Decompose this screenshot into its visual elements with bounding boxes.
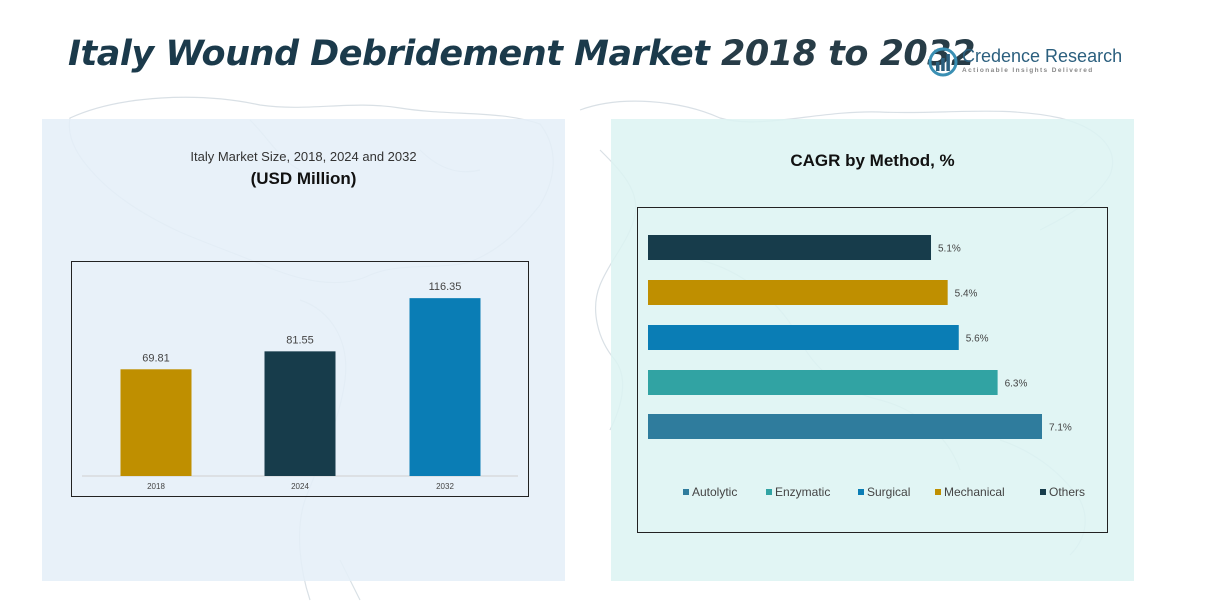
bar-value-label-2024: 81.55 (286, 334, 314, 346)
logo-name: Credence Research (962, 46, 1123, 66)
market-size-panel: Italy Market Size, 2018, 2024 and 2032 (… (42, 119, 565, 581)
bar-value-label-2018: 69.81 (142, 352, 170, 364)
bar-value-label-2032: 116.35 (429, 281, 462, 293)
bar-value-label-enzymatic: 6.3% (1005, 379, 1028, 390)
bar-2018 (120, 369, 192, 476)
bar-value-label-autolytic: 7.1% (1049, 423, 1072, 434)
logo-tagline: Actionable Insights Delivered (962, 67, 1094, 74)
market-size-chart-title: Italy Market Size, 2018, 2024 and 2032 (190, 149, 417, 164)
bar-value-label-surgical: 5.6% (966, 334, 989, 345)
page-title: Italy Wound Debridement Market 2018 to 2… (68, 34, 975, 74)
market-size-chart-unit: (USD Million) (250, 169, 357, 188)
bar-value-label-mechanical: 5.4% (955, 289, 978, 300)
cagr-chart-title: CAGR by Method, % (790, 151, 955, 170)
legend-label-surgical: Surgical (867, 485, 910, 499)
x-tick-label-2032: 2032 (436, 482, 454, 491)
bar-others (648, 235, 932, 260)
cagr-bar-chart: 5.1% 5.4% 5.6% 6.3% 7.1% Autolytic Enzymatic Su… (648, 235, 1085, 499)
bar-enzymatic (648, 370, 998, 395)
legend-label-others: Others (1049, 485, 1085, 499)
cagr-panel: CAGR by Method, % 5.1% 5.4% 5.6% 6.3% 7.1% Au… (611, 119, 1134, 581)
cagr-chart-frame: 5.1% 5.4% 5.6% 6.3% 7.1% Autolytic Enzymatic Su… (637, 207, 1108, 533)
x-tick-label-2018: 2018 (147, 482, 165, 491)
bar-2032 (409, 298, 481, 476)
bar-autolytic (648, 414, 1042, 439)
bar-2024 (264, 351, 336, 476)
legend-swatch-enzymatic (766, 489, 772, 495)
legend-swatch-autolytic (683, 489, 689, 495)
market-size-bar-chart: 69.81 2018 81.55 2024 116.35 2032 (82, 281, 518, 491)
credence-research-logo: Credence Research Actionable Insights De… (928, 44, 1122, 80)
bar-value-label-others: 5.1% (938, 244, 961, 255)
bar-surgical (648, 325, 959, 350)
x-tick-label-2024: 2024 (291, 482, 309, 491)
logo-mark-icon (928, 47, 958, 77)
legend-swatch-surgical (858, 489, 864, 495)
legend-swatch-mechanical (935, 489, 941, 495)
market-size-chart-frame: 69.81 2018 81.55 2024 116.35 2032 (71, 261, 529, 497)
legend-label-enzymatic: Enzymatic (775, 485, 830, 499)
legend-swatch-others (1040, 489, 1046, 495)
bar-mechanical (648, 280, 948, 305)
legend-label-mechanical: Mechanical (944, 485, 1005, 499)
legend-label-autolytic: Autolytic (692, 485, 737, 499)
title-main: Italy Wound Debridement Market (68, 34, 710, 74)
